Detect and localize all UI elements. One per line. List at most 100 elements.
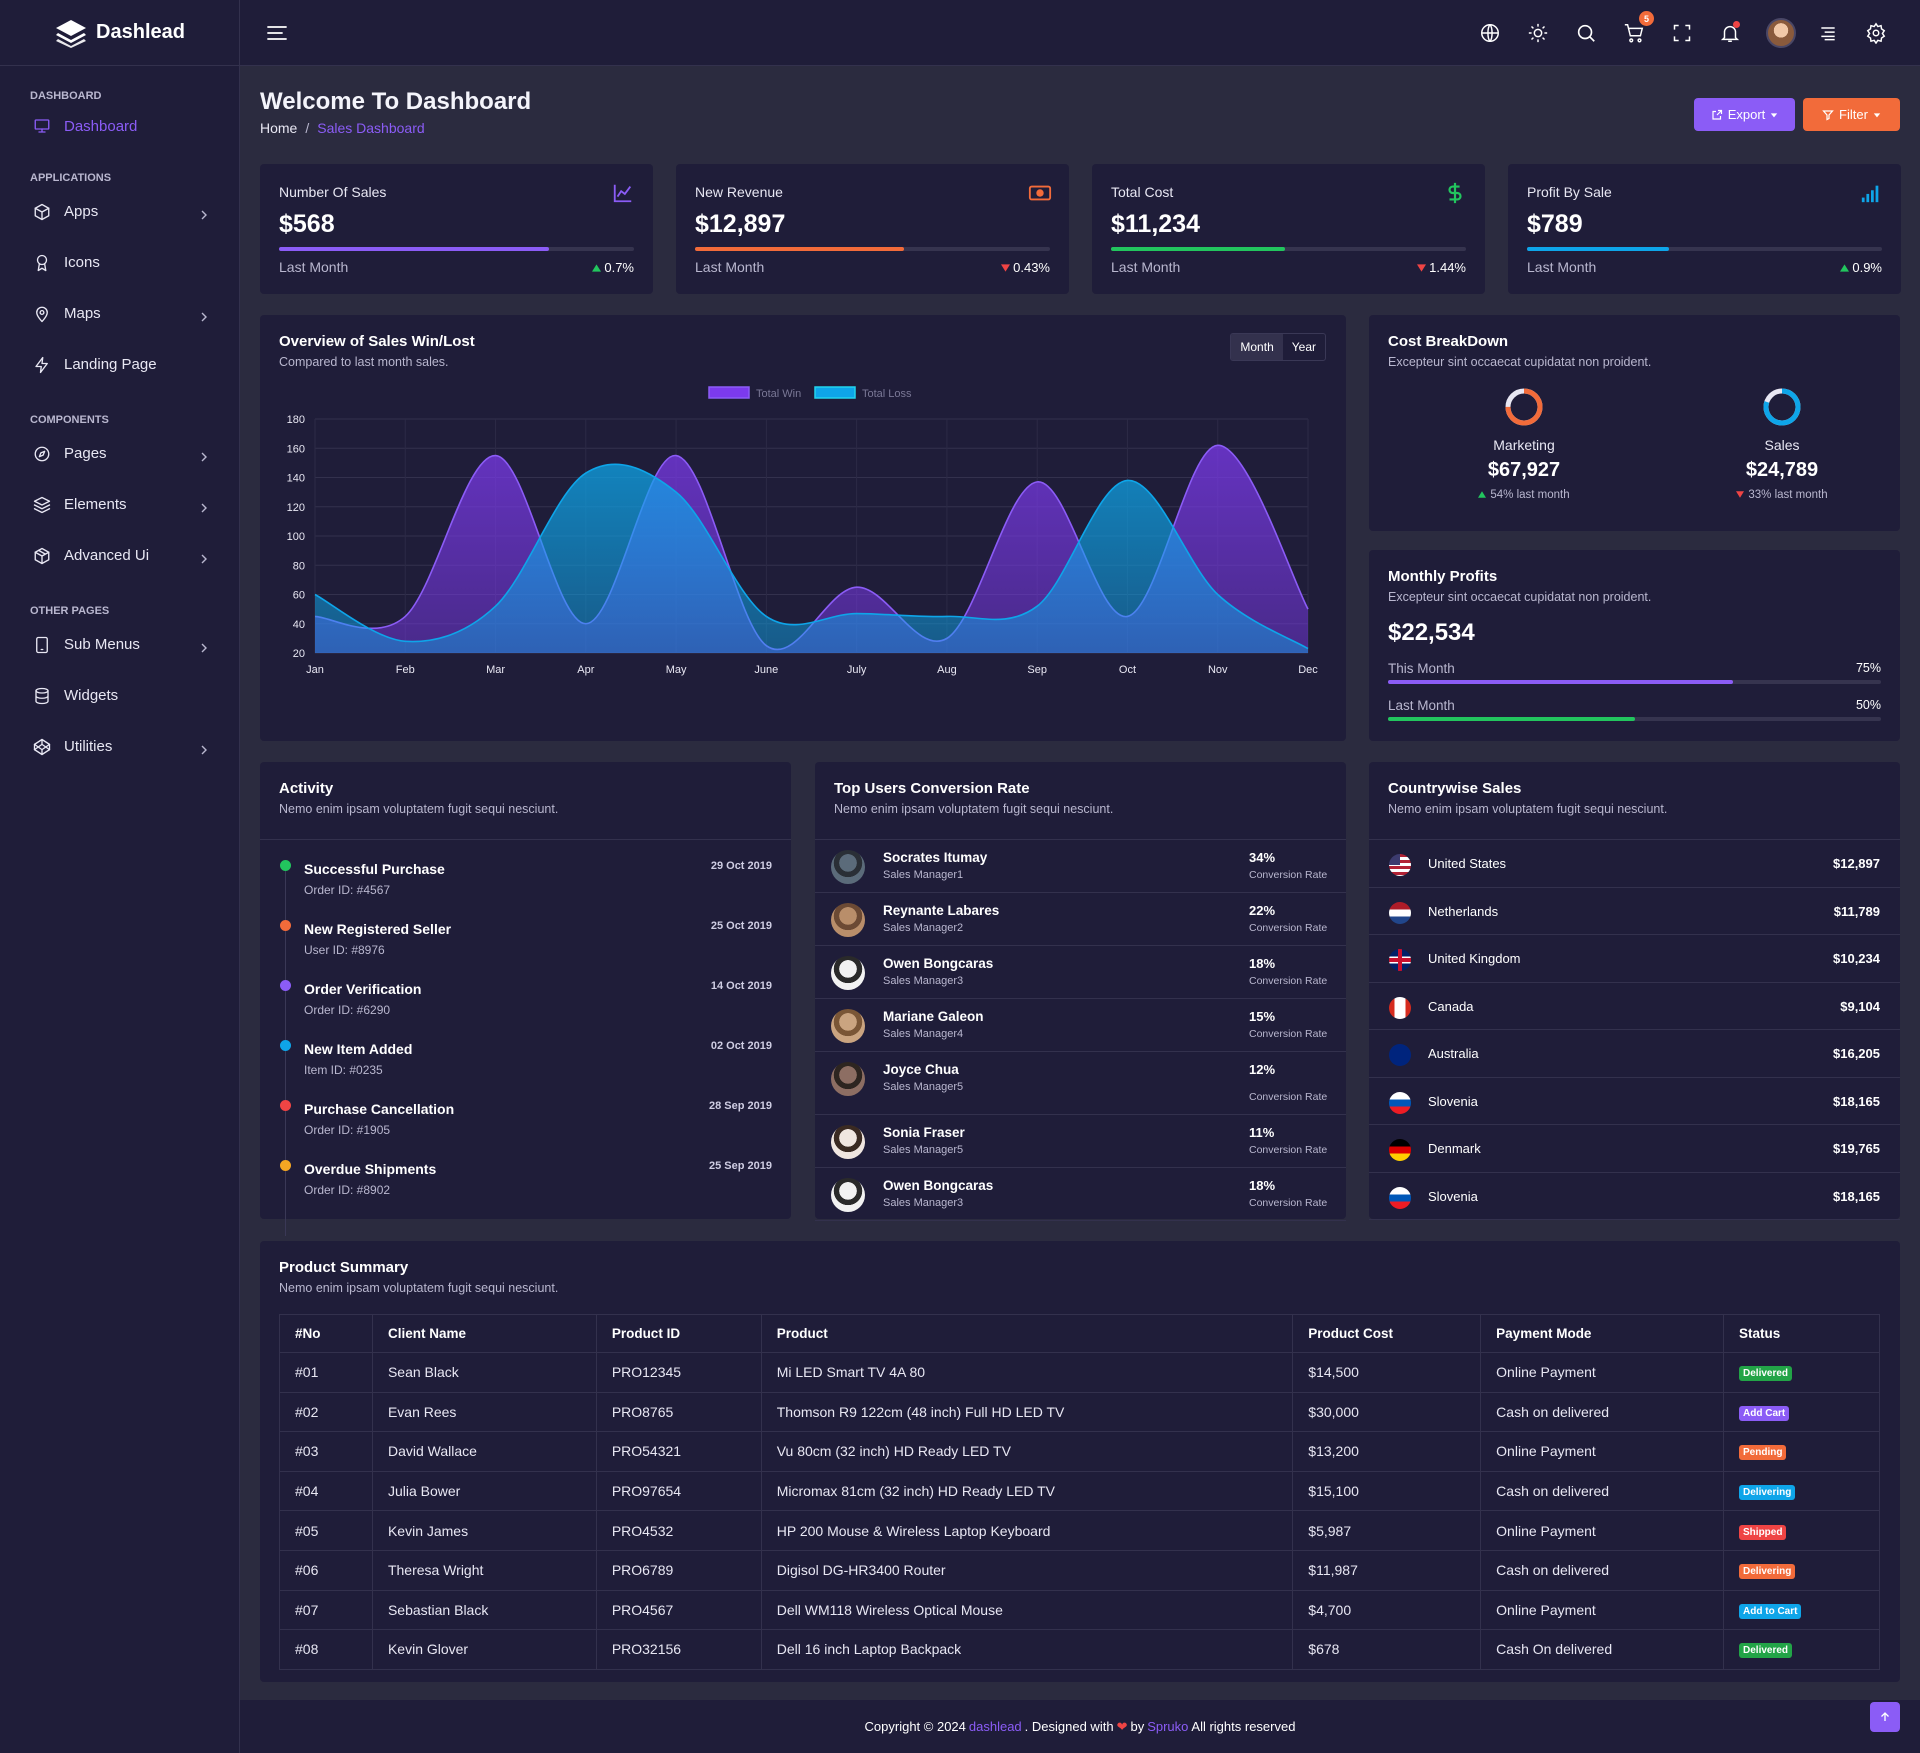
sidebar-item-sub-menus[interactable]: Sub Menus <box>0 619 239 670</box>
legend-swatch <box>814 386 856 399</box>
footer-designed: . Designed with <box>1024 1719 1114 1734</box>
arrow-up-icon <box>1881 1712 1889 1721</box>
sidebar-item-label: Widgets <box>64 687 119 704</box>
table-cell-cost: $11,987 <box>1292 1549 1482 1591</box>
sidebar-item-elements[interactable]: Elements <box>0 479 239 530</box>
table-cell-status: Delivered <box>1723 1352 1880 1393</box>
table-cell-pid: PRO97654 <box>595 1470 762 1512</box>
sidebar-item-advanced-ui[interactable]: Advanced Ui <box>0 530 239 581</box>
search-icon[interactable] <box>1573 20 1599 46</box>
stat-change: 0.9% <box>1840 259 1882 275</box>
filter-label: Filter <box>1839 107 1868 122</box>
y-tick-label: 100 <box>287 531 305 543</box>
sidebar-right-toggle-icon[interactable] <box>1815 20 1841 46</box>
sidebar: Dashlead DASHBOARD Dashboard APPLICATIONS A… <box>0 0 240 1753</box>
sales-chart: 20 40 60 80 100 120 140 160 180 Jan Feb Mar Apr May Ju… <box>287 386 1318 676</box>
sidebar-item-utilities[interactable]: Utilities <box>0 721 239 772</box>
table-row[interactable]: #02 Evan Rees PRO8765 Thomson R9 122cm (48 … <box>279 1391 1880 1433</box>
filter-button[interactable]: Filter <box>1803 98 1900 131</box>
export-label: Export <box>1727 107 1766 122</box>
product-summary-card: Product Summary Nemo enim ipsam voluptat… <box>260 1241 1900 1682</box>
cost-breakdown-title: Cost BreakDown <box>1388 333 1509 350</box>
countrywise-sales-card: Countrywise Sales Nemo enim ipsam volupt… <box>1369 762 1900 1220</box>
stat-value: $11,234 <box>1111 210 1200 238</box>
toggle-month[interactable]: Month <box>1231 334 1283 360</box>
avatar <box>831 956 865 990</box>
de-flag-icon <box>1389 1139 1411 1161</box>
table-cell-client: Sean Black <box>371 1352 597 1393</box>
table-cell-no: #07 <box>279 1589 373 1631</box>
footer-brand-link[interactable]: dashlead <box>968 1719 1022 1734</box>
table-header-cell: #No <box>279 1314 373 1353</box>
sidebar-item-icons[interactable]: Icons <box>0 237 239 288</box>
country-sales-value: $12,897 <box>1833 856 1880 871</box>
caret-down-icon <box>1001 260 1011 275</box>
table-header-cell: Product Cost <box>1292 1314 1482 1353</box>
conversion-rate-value: 18% <box>1249 956 1276 971</box>
breadcrumb-separator: / <box>305 120 310 136</box>
avatar <box>831 1125 865 1159</box>
sidebar-item-landing-page[interactable]: Landing Page <box>0 339 239 390</box>
sidebar-item-label: Landing Page <box>64 356 157 373</box>
map-pin-icon <box>32 304 52 324</box>
cart-icon[interactable]: 5 <box>1621 11 1654 46</box>
donut-ring-icon <box>1762 387 1802 427</box>
table-row[interactable]: #04 Julia Bower PRO97654 Micromax 81cm (32 … <box>279 1470 1880 1512</box>
table-row[interactable]: #07 Sebastian Black PRO4567 Dell WM118 Wire… <box>279 1589 1880 1631</box>
notification-dot <box>1733 21 1740 28</box>
table-row[interactable]: #03 David Wallace PRO54321 Vu 80cm (32 inch… <box>279 1431 1880 1472</box>
user-avatar[interactable] <box>1765 17 1797 49</box>
x-tick-label: Sep <box>1027 664 1047 676</box>
settings-gear-icon[interactable] <box>1863 20 1889 46</box>
monitor-icon <box>32 116 52 136</box>
theme-sun-icon[interactable] <box>1525 20 1551 46</box>
x-tick-label: Mar <box>486 664 505 676</box>
table-cell-client: Kevin Glover <box>371 1629 597 1670</box>
top-user-row: Socrates Itumay Sales Manager1 34% Conversi… <box>815 840 1346 893</box>
back-to-top-button[interactable] <box>1870 1702 1900 1732</box>
table-cell-payment: Cash On delivered <box>1480 1629 1725 1670</box>
country-name: United Kingdom <box>1428 951 1521 966</box>
table-cell-pid: PRO6789 <box>595 1549 762 1591</box>
table-cell-pid: PRO54321 <box>595 1431 762 1472</box>
country-sales-value: $19,765 <box>1833 1141 1880 1156</box>
globe-icon[interactable] <box>1477 20 1503 46</box>
sidebar-item-maps[interactable]: Maps <box>0 288 239 339</box>
activity-item: New Registered Seller User ID: #8976 25 Oc… <box>279 916 772 976</box>
cost-breakdown-change: 54% last month <box>1434 489 1614 501</box>
breadcrumb-home[interactable]: Home <box>260 120 298 136</box>
app-logo[interactable]: Dashlead <box>0 0 239 66</box>
monthly-profit-bar <box>1388 680 1881 684</box>
x-tick-label: Oct <box>1119 664 1136 676</box>
table-cell-product: Micromax 81cm (32 inch) HD Ready LED TV <box>760 1470 1294 1512</box>
sidebar-item-apps[interactable]: Apps <box>0 186 239 237</box>
stat-progress-fill <box>1111 247 1285 251</box>
x-tick-label: Dec <box>1298 664 1318 676</box>
toggle-year[interactable]: Year <box>1291 340 1316 354</box>
table-row[interactable]: #01 Sean Black PRO12345 Mi LED Smart TV 4A … <box>279 1352 1880 1393</box>
table-row[interactable]: #06 Theresa Wright PRO6789 Digisol DG-HR340… <box>279 1549 1880 1591</box>
menu-toggle-icon[interactable] <box>266 22 288 44</box>
footer-author-link[interactable]: Spruko <box>1147 1719 1189 1734</box>
chevron-right-icon <box>199 742 209 754</box>
notification-bell-icon[interactable] <box>1717 20 1743 46</box>
stat-change: 0.43% <box>1001 259 1050 275</box>
timeline-line <box>285 866 286 1236</box>
sidebar-item-widgets[interactable]: Widgets <box>0 670 239 721</box>
table-row[interactable]: #05 Kevin James PRO4532 HP 200 Mouse & Wire… <box>279 1510 1880 1551</box>
y-tick-label: 180 <box>287 414 305 426</box>
fullscreen-icon[interactable] <box>1669 20 1695 46</box>
cost-breakdown-label: Sales <box>1764 437 1800 453</box>
table-row[interactable]: #08 Kevin Glover PRO32156 Dell 16 inch Lapt… <box>279 1629 1880 1670</box>
logo-icon <box>56 19 87 48</box>
sidebar-item-pages[interactable]: Pages <box>0 428 239 479</box>
table-header-cell: Client Name <box>371 1314 597 1353</box>
export-button[interactable]: Export <box>1694 98 1795 131</box>
chevron-right-icon <box>199 500 209 512</box>
caret-down-icon <box>1873 112 1881 117</box>
activity-title-text: New Registered Seller <box>304 921 452 937</box>
top-user-name: Owen Bongcaras <box>883 1178 994 1193</box>
sidebar-item-dashboard[interactable]: Dashboard <box>0 104 239 148</box>
table-cell-product: HP 200 Mouse & Wireless Laptop Keyboard <box>760 1510 1294 1551</box>
table-cell-status: Delivering <box>1723 1470 1880 1512</box>
